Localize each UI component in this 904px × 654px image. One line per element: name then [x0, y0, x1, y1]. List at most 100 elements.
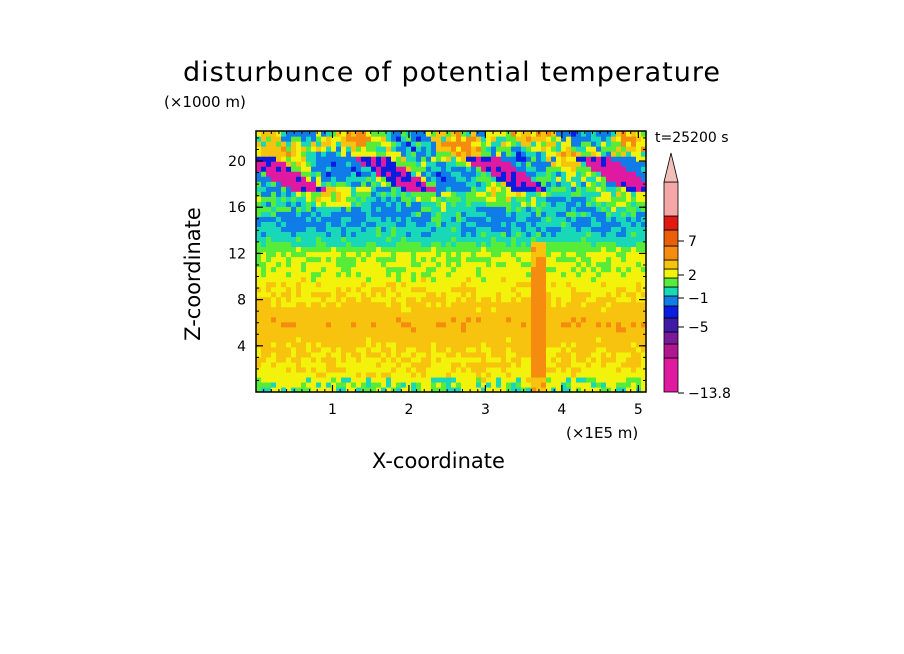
heatmap-cell — [476, 176, 482, 182]
heatmap-cell — [341, 376, 347, 383]
heatmap-cell — [256, 376, 262, 383]
heatmap-cell — [396, 246, 402, 253]
heatmap-cell — [256, 276, 262, 283]
heatmap-cell — [571, 376, 577, 383]
heatmap-cell — [306, 311, 312, 318]
heatmap-cell — [331, 146, 337, 152]
heatmap-cell — [456, 336, 462, 343]
heatmap-cell — [496, 306, 502, 313]
heatmap-cell — [601, 306, 607, 313]
heatmap-cell — [461, 276, 467, 283]
heatmap-cell — [521, 186, 527, 192]
heatmap-cell — [511, 356, 517, 363]
heatmap-cell — [326, 161, 332, 167]
heatmap-cell — [291, 286, 297, 293]
heatmap-cell — [491, 231, 497, 237]
heatmap-cell — [346, 196, 352, 202]
heatmap-cell — [606, 231, 612, 237]
heatmap-cell — [271, 191, 277, 197]
heatmap-cell — [526, 196, 532, 202]
heatmap-cell — [271, 166, 277, 172]
heatmap-cell — [351, 351, 357, 358]
heatmap-cell — [611, 381, 617, 388]
heatmap-cell — [596, 241, 602, 248]
heatmap-cell — [321, 176, 327, 182]
heatmap-cell — [476, 326, 482, 333]
heatmap-cell — [641, 281, 647, 288]
heatmap-cell — [391, 316, 397, 323]
heatmap-cell — [561, 131, 567, 137]
heatmap-cell — [561, 321, 567, 328]
heatmap-cell — [621, 386, 627, 393]
heatmap-cell — [336, 376, 342, 383]
heatmap-cell — [626, 246, 632, 253]
heatmap-cell — [441, 226, 447, 232]
heatmap-cell — [456, 366, 462, 373]
heatmap-cell — [421, 346, 427, 353]
heatmap-cell — [446, 376, 452, 383]
heatmap-cell — [641, 361, 647, 368]
heatmap-cell — [471, 181, 477, 187]
heatmap-cell — [601, 346, 607, 353]
heatmap-cell — [436, 246, 442, 253]
heatmap-cell — [601, 326, 607, 333]
heatmap-cell — [351, 386, 357, 393]
heatmap-cell — [391, 301, 397, 308]
heatmap-cell — [341, 216, 347, 222]
heatmap-cell — [636, 146, 642, 152]
heatmap-cell — [406, 141, 412, 147]
heatmap-cell — [616, 376, 622, 383]
heatmap-cell — [596, 371, 602, 378]
heatmap-cell — [341, 191, 347, 197]
heatmap-cell — [266, 196, 272, 202]
heatmap-cell — [326, 156, 332, 162]
heatmap-cell — [456, 246, 462, 253]
heatmap-cell — [286, 356, 292, 363]
heatmap-cell — [301, 326, 307, 333]
heatmap-cell — [286, 296, 292, 303]
heatmap-cell — [411, 141, 417, 147]
heatmap-cell — [501, 151, 507, 157]
heatmap-cell — [626, 331, 632, 338]
heatmap-cell — [486, 186, 492, 192]
heatmap-cell — [571, 251, 577, 258]
heatmap-cell — [331, 216, 337, 222]
heatmap-cell — [491, 216, 497, 222]
heatmap-cell — [556, 161, 562, 167]
heatmap-cell — [606, 196, 612, 202]
heatmap-cell — [491, 226, 497, 232]
heatmap-cell — [546, 311, 552, 318]
heatmap-cell — [551, 251, 557, 258]
heatmap-cell — [311, 366, 317, 373]
heatmap-cell — [506, 226, 512, 232]
heatmap-cell — [271, 271, 277, 278]
heatmap-cell — [461, 326, 467, 333]
heatmap-cell — [421, 236, 427, 243]
heatmap-cell — [576, 151, 582, 157]
heatmap-cell — [491, 276, 497, 283]
heatmap-cell — [601, 251, 607, 258]
heatmap-cell — [436, 371, 442, 378]
heatmap-cell — [286, 231, 292, 237]
heatmap-cell — [486, 196, 492, 202]
heatmap-cell — [511, 296, 517, 303]
heatmap-cell — [471, 341, 477, 348]
heatmap-cell — [531, 376, 537, 383]
heatmap-cell — [411, 226, 417, 232]
heatmap-cell — [396, 381, 402, 388]
heatmap-cell — [331, 276, 337, 283]
heatmap-cell — [261, 241, 267, 248]
heatmap-cell — [481, 251, 487, 258]
heatmap-cell — [321, 366, 327, 373]
heatmap-cell — [471, 261, 477, 268]
heatmap-cell — [291, 186, 297, 192]
heatmap-cell — [511, 386, 517, 393]
heatmap-cell — [551, 226, 557, 232]
heatmap-cell — [366, 296, 372, 303]
heatmap-cell — [621, 301, 627, 308]
heatmap-cell — [436, 356, 442, 363]
heatmap-cell — [466, 246, 472, 253]
heatmap-cell — [491, 326, 497, 333]
heatmap-cell — [446, 266, 452, 273]
heatmap-cell — [421, 376, 427, 383]
